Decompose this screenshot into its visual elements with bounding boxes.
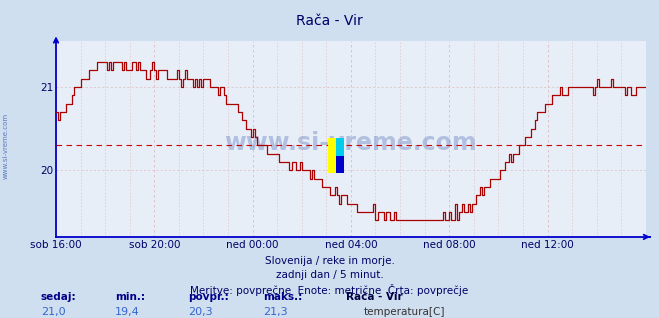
Bar (335, 138, 344, 156)
Text: Slovenija / reke in morje.: Slovenija / reke in morje. (264, 256, 395, 266)
Text: zadnji dan / 5 minut.: zadnji dan / 5 minut. (275, 270, 384, 280)
Text: 21,3: 21,3 (264, 307, 288, 317)
Text: sedaj:: sedaj: (41, 292, 76, 302)
Text: www.si-vreme.com: www.si-vreme.com (2, 113, 9, 179)
Text: min.:: min.: (115, 292, 146, 302)
Text: maks.:: maks.: (264, 292, 303, 302)
Text: povpr.:: povpr.: (188, 292, 229, 302)
Text: Rača - Vir: Rača - Vir (296, 14, 363, 28)
Bar (328, 138, 335, 173)
Bar (335, 156, 344, 173)
Text: temperatura[C]: temperatura[C] (364, 307, 445, 317)
Text: 21,0: 21,0 (41, 307, 65, 317)
Text: Meritve: povprečne  Enote: metrične  Črta: povprečje: Meritve: povprečne Enote: metrične Črta:… (190, 284, 469, 296)
Text: 20,3: 20,3 (188, 307, 212, 317)
Text: Rača - Vir: Rača - Vir (346, 292, 403, 302)
Text: 19,4: 19,4 (115, 307, 140, 317)
Text: www.si-vreme.com: www.si-vreme.com (225, 131, 477, 155)
